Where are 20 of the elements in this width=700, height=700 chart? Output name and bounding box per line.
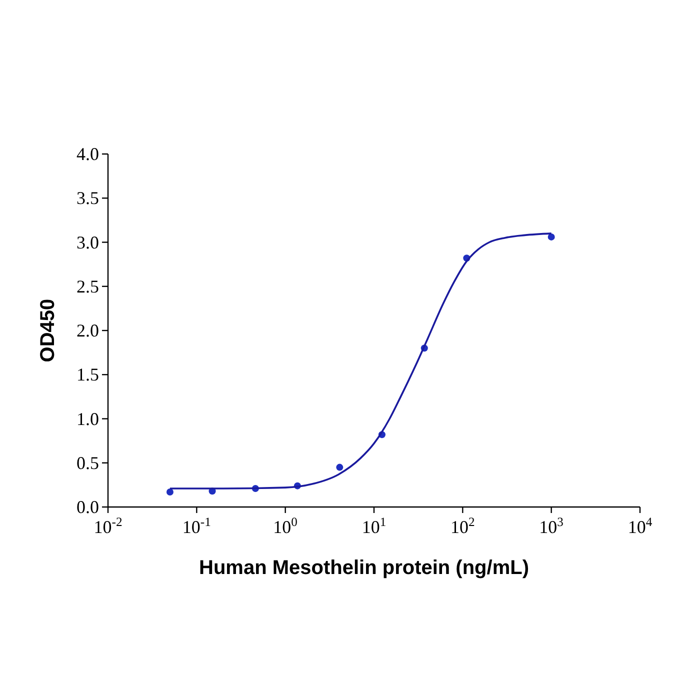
x-tick-label: 10$^{0}$ xyxy=(273,515,298,537)
x-tick-label: 10$^{1}$ xyxy=(362,515,386,537)
point xyxy=(166,488,174,496)
point xyxy=(336,464,344,471)
y-tick-label: 0.5 xyxy=(76,452,99,473)
x-tick-label: 10$^{4}$ xyxy=(628,515,653,537)
y-tick-label: 4.0 xyxy=(76,144,99,164)
y-tick-label: 2.0 xyxy=(76,320,99,340)
x-tick-label: 10$^{-2}$ xyxy=(94,515,122,537)
y-tick-label: 0.0 xyxy=(76,497,99,517)
y-axis-title: OD450 xyxy=(37,298,59,362)
y-tick-label: 2.5 xyxy=(76,276,99,296)
x-tick-label: 10$^{3}$ xyxy=(539,515,564,537)
x-tick-label: 10$^{2}$ xyxy=(450,515,475,537)
y-tick-label: 3.0 xyxy=(76,232,99,252)
y-tick-label: 1.5 xyxy=(76,364,99,385)
x-axis-title: Human Mesothelin protein (ng/mL) xyxy=(199,557,529,579)
y-tick-label: 3.5 xyxy=(76,188,99,208)
x-tick-label: 10$^{-1}$ xyxy=(182,515,211,537)
y-tick-label: 1.0 xyxy=(76,408,99,429)
